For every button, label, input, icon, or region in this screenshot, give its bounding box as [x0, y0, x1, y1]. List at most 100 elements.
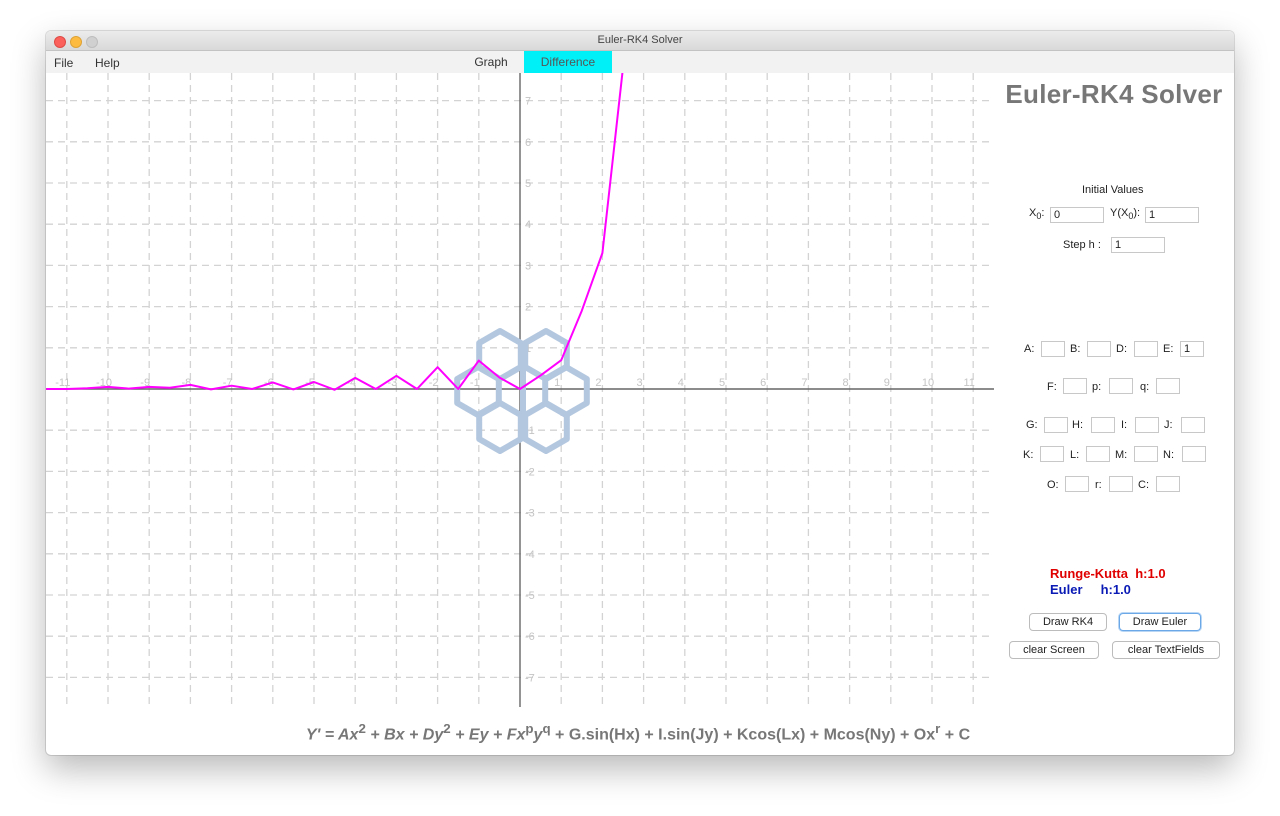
- y-tick-label: 3: [525, 260, 531, 272]
- y-tick-label: -6: [525, 631, 535, 643]
- coef-h-field[interactable]: [1091, 417, 1115, 433]
- legend-runge-kutta: Runge-Kutta h:1.0: [1050, 566, 1166, 581]
- step-label: Step h :: [1063, 239, 1101, 251]
- coef-n-label: N:: [1163, 449, 1174, 461]
- clear-textfields-button[interactable]: clear TextFields: [1112, 641, 1220, 659]
- x-tick-label: -4: [346, 377, 356, 389]
- coef-c-label: C:: [1138, 479, 1149, 491]
- x-tick-label: -9: [140, 377, 150, 389]
- coef-m-field[interactable]: [1134, 446, 1158, 462]
- close-window-button[interactable]: [54, 36, 66, 48]
- x-tick-label: 3: [637, 377, 643, 389]
- x-tick-label: 9: [884, 377, 890, 389]
- x-tick-label: 4: [678, 377, 684, 389]
- coef-k-label: K:: [1023, 449, 1034, 461]
- coef-d-field[interactable]: [1134, 341, 1158, 357]
- coef-b-field[interactable]: [1087, 341, 1111, 357]
- y-tick-label: 2: [525, 302, 531, 314]
- coef-p-field[interactable]: [1109, 378, 1133, 394]
- y0-field[interactable]: 1: [1145, 207, 1199, 223]
- coef-f-field[interactable]: [1063, 378, 1087, 394]
- x0-label: X0:: [1029, 207, 1045, 222]
- coef-q-field[interactable]: [1156, 378, 1180, 394]
- tab-difference[interactable]: Difference: [524, 51, 612, 73]
- graph-canvas[interactable]: -11 -10 -9 -8 -7 -6 -5 -4 -3 -2 -1 1 2 3 4 5 6 7 8 9 10 11-7-…: [46, 73, 994, 707]
- y-tick-label: -4: [525, 549, 535, 561]
- x-tick-label: -11: [55, 377, 70, 389]
- y-tick-label: -7: [525, 672, 535, 684]
- coef-i-field[interactable]: [1135, 417, 1159, 433]
- x-tick-label: 1: [554, 377, 560, 389]
- coef-b-label: B:: [1070, 343, 1081, 355]
- tab-graph[interactable]: Graph: [458, 51, 524, 73]
- y-tick-label: 7: [525, 96, 531, 108]
- x-tick-label: 5: [719, 377, 725, 389]
- y-tick-label: 4: [525, 219, 531, 231]
- x-tick-label: 6: [760, 377, 766, 389]
- coef-a-label: A:: [1024, 343, 1035, 355]
- coef-i-label: I:: [1121, 419, 1128, 431]
- coef-d-label: D:: [1116, 343, 1127, 355]
- initial-values-heading: Initial Values: [1082, 184, 1144, 196]
- draw-euler-button[interactable]: Draw Euler: [1119, 613, 1201, 631]
- coef-c-field[interactable]: [1156, 476, 1180, 492]
- coef-r-field[interactable]: [1109, 476, 1133, 492]
- x-tick-label: -2: [429, 377, 439, 389]
- coef-o-label: O:: [1047, 479, 1059, 491]
- ode-formula: Y' = Ax2 + Bx + Dy2 + Ey + Fxpyq + G.sin…: [305, 721, 971, 744]
- x-tick-label: 2: [595, 377, 601, 389]
- legend-euler: Euler h:1.0: [1050, 582, 1131, 597]
- coef-k-field[interactable]: [1040, 446, 1064, 462]
- window-title: Euler-RK4 Solver: [597, 34, 683, 46]
- coef-q-label: q:: [1140, 381, 1150, 393]
- coef-h-label: H:: [1072, 419, 1083, 431]
- coef-l-field[interactable]: [1086, 446, 1110, 462]
- clear-screen-button[interactable]: clear Screen: [1009, 641, 1099, 659]
- solution-curve-0: [46, 73, 624, 391]
- y-tick-label: -5: [525, 590, 535, 602]
- y-tick-label: -1: [525, 425, 535, 437]
- y-tick-label: 5: [525, 178, 531, 190]
- coef-j-label: J:: [1164, 419, 1173, 431]
- x-tick-label: 8: [843, 377, 849, 389]
- solution-curves: [46, 73, 624, 391]
- menu-file[interactable]: File: [54, 56, 74, 70]
- cube-cluster-logo-icon: [454, 328, 590, 454]
- x-tick-label: 11: [963, 377, 974, 389]
- y0-label: Y(X0):: [1110, 207, 1141, 222]
- x-tick-label: 10: [922, 377, 934, 389]
- coef-g-label: G:: [1026, 419, 1038, 431]
- menu-help[interactable]: Help: [95, 56, 120, 70]
- minimize-window-button[interactable]: [70, 36, 82, 48]
- coef-e-label: E:: [1163, 343, 1174, 355]
- y-tick-label: -2: [525, 466, 535, 478]
- x-tick-label: -3: [388, 377, 398, 389]
- coef-n-field[interactable]: [1182, 446, 1206, 462]
- logo-hexagon: [476, 400, 524, 454]
- coef-j-field[interactable]: [1181, 417, 1205, 433]
- zoom-window-button[interactable]: [86, 36, 98, 48]
- y-tick-label: -3: [525, 508, 535, 520]
- x-tick-label: -7: [223, 377, 233, 389]
- x-tick-label: 7: [801, 377, 807, 389]
- coef-g-field[interactable]: [1044, 417, 1068, 433]
- coef-m-label: M:: [1115, 449, 1128, 461]
- x0-field[interactable]: 0: [1050, 207, 1104, 223]
- tick-labels: -11 -10 -9 -8 -7 -6 -5 -4 -3 -2 -1 1 2 3 4 5 6 7 8 9 10 11-7-…: [55, 96, 975, 685]
- coef-f-label: F:: [1047, 381, 1057, 393]
- coef-l-label: L:: [1070, 449, 1080, 461]
- y-tick-label: 6: [525, 137, 531, 149]
- coef-e-field[interactable]: 1: [1180, 341, 1204, 357]
- title-bar: Euler-RK4 Solver: [46, 31, 1234, 51]
- x-tick-label: -1: [470, 377, 480, 389]
- draw-rk4-button[interactable]: Draw RK4: [1029, 613, 1107, 631]
- coef-o-field[interactable]: [1065, 476, 1089, 492]
- step-field[interactable]: 1: [1111, 237, 1165, 253]
- coef-r-label: r:: [1095, 479, 1102, 491]
- menu-bar: File Help: [46, 51, 1234, 73]
- coef-a-field[interactable]: [1041, 341, 1065, 357]
- app-title: Euler-RK4 Solver: [1005, 79, 1223, 109]
- x-tick-label: -8: [182, 377, 192, 389]
- app-window: Euler-RK4 Solver File Help Graph Differe…: [46, 31, 1234, 755]
- coef-p-label: p:: [1092, 381, 1102, 393]
